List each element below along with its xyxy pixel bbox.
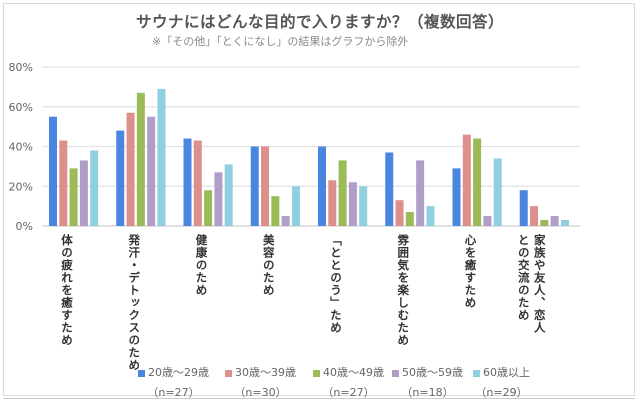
bar-7-2 bbox=[540, 220, 549, 226]
legend-label: 20歳～29歳 bbox=[148, 366, 209, 379]
legend-swatch bbox=[138, 369, 145, 377]
bar-3-0 bbox=[250, 146, 259, 226]
category-label: 雰囲気を楽しむため bbox=[396, 234, 411, 347]
bar-7-3 bbox=[550, 216, 559, 226]
category-label: 体の疲れを癒すため bbox=[60, 234, 74, 347]
bar-3-1 bbox=[261, 146, 270, 226]
legend-item: 50歳～59歳 （n=18） bbox=[392, 364, 463, 400]
legend-n: （n=27） bbox=[147, 386, 200, 399]
bar-4-2 bbox=[338, 160, 347, 226]
y-tick-label: 80% bbox=[9, 61, 33, 74]
bar-1-3 bbox=[147, 116, 156, 226]
bar-4-3 bbox=[348, 182, 357, 226]
bar-2-1 bbox=[193, 140, 202, 226]
category-label: 「ととのう」ため bbox=[329, 234, 343, 334]
bar-5-1 bbox=[395, 200, 404, 226]
bar-6-2 bbox=[473, 138, 482, 226]
bar-0-3 bbox=[79, 160, 88, 226]
bar-3-3 bbox=[281, 216, 290, 226]
bar-5-0 bbox=[385, 152, 394, 226]
bar-2-3 bbox=[214, 172, 223, 226]
legend-n: （n=27） bbox=[322, 386, 375, 399]
category-label: 発汗・デトックスのため bbox=[127, 234, 142, 372]
y-tick-label: 60% bbox=[9, 101, 33, 114]
bar-0-0 bbox=[49, 116, 57, 226]
bar-1-2 bbox=[136, 92, 145, 227]
legend-n: （n=30） bbox=[234, 386, 287, 399]
bar-3-4 bbox=[291, 186, 300, 226]
bar-7-4 bbox=[560, 220, 569, 226]
legend-swatch bbox=[392, 369, 399, 377]
bar-5-4 bbox=[426, 206, 435, 226]
legend-swatch bbox=[473, 369, 480, 377]
bar-6-1 bbox=[462, 134, 471, 226]
bar-7-1 bbox=[530, 206, 539, 226]
legend-label: 50歳～59歳 bbox=[402, 366, 463, 379]
legend-n: （n=29） bbox=[475, 386, 528, 399]
bar-0-1 bbox=[59, 140, 68, 226]
y-tick-label: 0% bbox=[16, 220, 33, 233]
bar-0-2 bbox=[69, 168, 78, 226]
legend-label: 40歳～49歳 bbox=[323, 366, 384, 379]
legend-swatch bbox=[313, 369, 320, 377]
bar-7-0 bbox=[519, 190, 528, 226]
bar-2-0 bbox=[183, 138, 192, 226]
bar-1-0 bbox=[116, 130, 125, 226]
bar-4-0 bbox=[318, 146, 326, 226]
bar-3-2 bbox=[271, 196, 280, 226]
bar-5-3 bbox=[416, 160, 425, 226]
bar-1-1 bbox=[126, 112, 135, 226]
bar-5-2 bbox=[405, 212, 414, 226]
chart-frame bbox=[3, 3, 635, 396]
bar-4-4 bbox=[359, 186, 368, 226]
chart-subtitle: ※「その他」「とくになし」の結果はグラフから除外 bbox=[152, 35, 409, 48]
bar-6-0 bbox=[452, 168, 461, 226]
category-label: 健康のため bbox=[194, 234, 209, 297]
bar-2-4 bbox=[224, 164, 233, 226]
legend-n: （n=18） bbox=[401, 386, 454, 399]
bar-2-2 bbox=[204, 190, 213, 226]
legend-item: 20歳～29歳 （n=27） bbox=[138, 364, 209, 400]
bar-1-4 bbox=[157, 88, 166, 226]
legend-item: 60歳以上 （n=29） bbox=[473, 364, 530, 400]
bar-4-1 bbox=[328, 180, 337, 226]
category-label: 美容のため bbox=[261, 234, 276, 297]
bar-6-4 bbox=[493, 158, 502, 226]
category-label: 心を癒すため bbox=[463, 234, 478, 309]
chart-title: サウナにはどんな目的で入りますか？（複数回答） bbox=[135, 13, 504, 31]
legend-item: 40歳～49歳 （n=27） bbox=[313, 364, 384, 400]
legend-label: 30歳～39歳 bbox=[235, 366, 296, 379]
legend-item: 30歳～39歳 （n=30） bbox=[225, 364, 296, 400]
category-label: 家族や友人、恋人 との交流のため bbox=[516, 234, 547, 334]
divider bbox=[3, 398, 635, 399]
y-tick-label: 20% bbox=[9, 180, 33, 193]
legend-swatch bbox=[225, 369, 232, 377]
bar-6-3 bbox=[483, 216, 492, 226]
legend-label: 60歳以上 bbox=[483, 366, 530, 379]
y-tick-label: 40% bbox=[9, 141, 33, 154]
bar-0-4 bbox=[90, 150, 99, 226]
